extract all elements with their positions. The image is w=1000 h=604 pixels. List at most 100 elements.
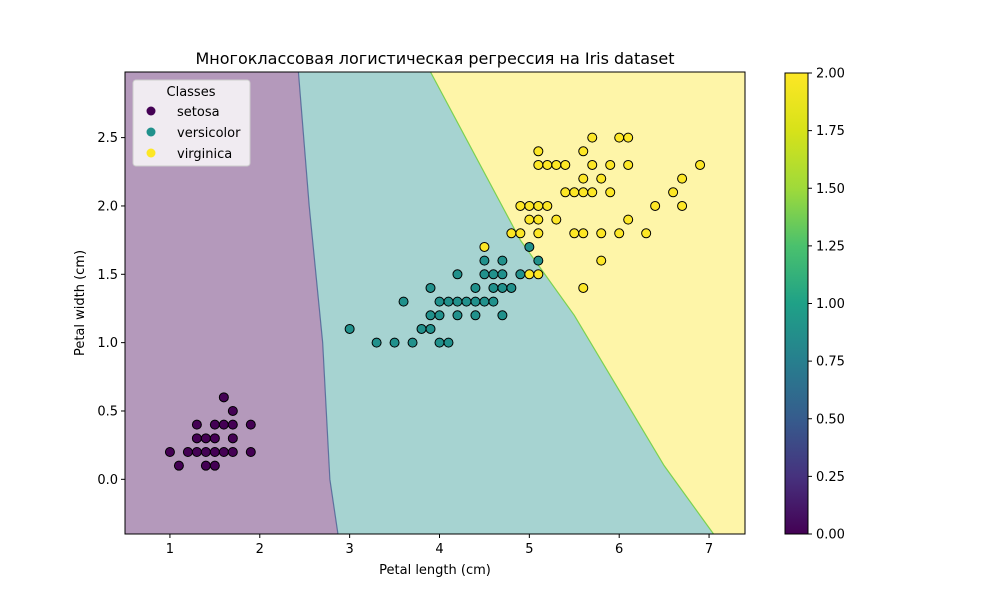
y-tick-label: 2.0 — [97, 199, 118, 214]
point-versicolor — [443, 296, 454, 307]
point-virginica — [515, 228, 526, 239]
point-virginica — [533, 200, 544, 211]
boundary-versicolor-virginica — [429, 71, 715, 535]
point-versicolor — [479, 296, 490, 307]
point-versicolor — [470, 296, 481, 307]
point-versicolor — [470, 282, 481, 293]
point-setosa — [209, 419, 220, 430]
point-virginica — [551, 214, 562, 225]
plot-area — [124, 71, 746, 535]
point-setosa — [227, 433, 238, 444]
point-virginica — [578, 187, 589, 198]
point-virginica — [533, 269, 544, 280]
point-setosa — [191, 419, 202, 430]
point-virginica — [542, 200, 553, 211]
colorbar-tick-label: 0.75 — [816, 355, 845, 370]
point-virginica — [587, 187, 598, 198]
x-tick-label: 4 — [435, 542, 443, 557]
point-virginica — [623, 214, 634, 225]
point-virginica — [524, 269, 535, 280]
boundary-setosa-versicolor — [297, 71, 339, 535]
point-virginica — [533, 146, 544, 157]
point-virginica — [578, 228, 589, 239]
legend: Classes setosa versicolor virginica — [132, 79, 251, 167]
point-virginica — [677, 173, 688, 184]
point-virginica — [533, 159, 544, 170]
point-virginica — [569, 187, 580, 198]
point-setosa — [191, 446, 202, 457]
legend-title: Classes — [167, 85, 216, 100]
point-virginica — [650, 200, 661, 211]
point-versicolor — [488, 269, 499, 280]
point-setosa — [218, 446, 229, 457]
point-virginica — [479, 241, 490, 252]
point-virginica — [533, 228, 544, 239]
y-axis: 0.0 0.5 1.0 1.5 2.0 2.5 — [97, 131, 125, 488]
point-virginica — [578, 173, 589, 184]
point-virginica — [614, 228, 625, 239]
point-virginica — [560, 159, 571, 170]
point-versicolor — [497, 255, 508, 266]
point-virginica — [524, 214, 535, 225]
point-virginica — [596, 255, 607, 266]
legend-label-setosa: setosa — [177, 105, 220, 120]
colorbar-tick-label: 0.00 — [816, 528, 845, 543]
x-axis: 1 2 3 4 5 6 7 — [166, 534, 713, 557]
point-versicolor — [488, 296, 499, 307]
point-setosa — [164, 446, 175, 457]
point-setosa — [173, 460, 184, 471]
y-tick-label: 0.0 — [97, 473, 118, 488]
point-versicolor — [434, 310, 445, 321]
decision-boundaries — [297, 71, 715, 535]
point-setosa — [191, 433, 202, 444]
x-tick-label: 6 — [615, 542, 623, 557]
point-versicolor — [497, 269, 508, 280]
point-virginica — [605, 187, 616, 198]
legend-marker-versicolor — [146, 127, 156, 137]
point-versicolor — [470, 310, 481, 321]
point-virginica — [623, 132, 634, 143]
data-points — [164, 132, 706, 471]
point-setosa — [218, 419, 229, 430]
x-axis-label: Petal length (cm) — [379, 563, 491, 578]
legend-box — [132, 79, 251, 167]
point-versicolor — [371, 337, 382, 348]
decision-regions — [125, 72, 745, 534]
legend-label-virginica: virginica — [177, 147, 232, 162]
colorbar-tick-label: 1.50 — [816, 182, 845, 197]
colorbar-tick-label: 0.25 — [816, 470, 845, 485]
point-virginica — [569, 228, 580, 239]
x-tick-label: 2 — [256, 542, 264, 557]
point-setosa — [182, 446, 193, 457]
point-versicolor — [497, 310, 508, 321]
point-versicolor — [443, 337, 454, 348]
point-setosa — [227, 405, 238, 416]
point-setosa — [245, 446, 256, 457]
point-versicolor — [506, 282, 517, 293]
point-versicolor — [398, 296, 409, 307]
point-virginica — [506, 228, 517, 239]
chart-title: Многоклассовая логистическая регрессия н… — [196, 49, 675, 68]
point-virginica — [677, 200, 688, 211]
point-virginica — [605, 159, 616, 170]
y-tick-label: 1.0 — [97, 336, 118, 351]
point-versicolor — [524, 241, 535, 252]
point-versicolor — [425, 282, 436, 293]
point-virginica — [533, 214, 544, 225]
point-versicolor — [407, 337, 418, 348]
point-setosa — [218, 392, 229, 403]
point-virginica — [551, 159, 562, 170]
legend-entries: setosa versicolor virginica — [146, 105, 241, 162]
point-versicolor — [344, 323, 355, 334]
point-virginica — [695, 159, 706, 170]
colorbar-tick-label: 1.00 — [816, 297, 845, 312]
y-axis-label: Petal width (cm) — [73, 250, 88, 356]
point-versicolor — [425, 310, 436, 321]
legend-marker-setosa — [146, 106, 156, 116]
legend-label-versicolor: versicolor — [177, 126, 241, 141]
x-tick-label: 3 — [345, 542, 353, 557]
point-virginica — [587, 159, 598, 170]
point-versicolor — [533, 255, 544, 266]
